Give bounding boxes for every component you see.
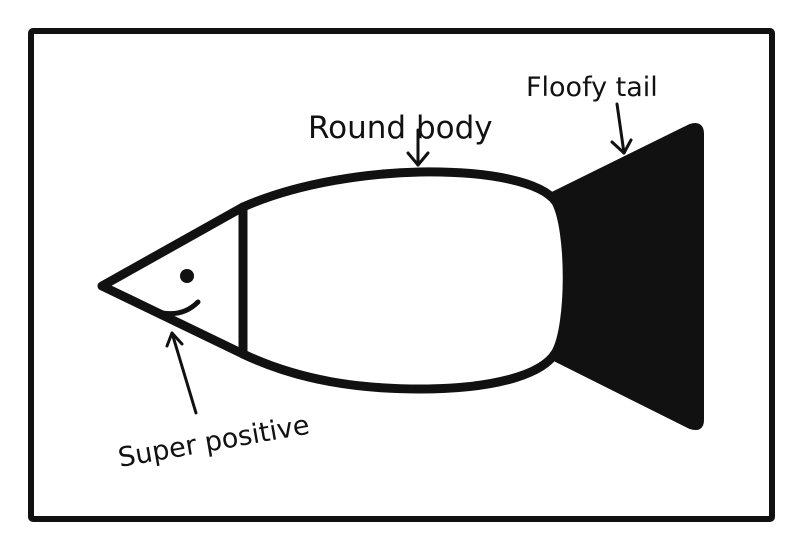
label-floofy-tail: Floofy tail <box>526 72 658 103</box>
label-round-body: Round body <box>308 110 493 146</box>
floofy-tail-arrow <box>610 102 633 155</box>
super-positive-arrow <box>165 331 198 415</box>
fish-body <box>238 167 572 394</box>
fish-tail <box>546 123 704 431</box>
fish-eye <box>180 269 194 283</box>
round-body-arrow <box>406 128 430 167</box>
fish-head <box>97 202 248 359</box>
fish-smile <box>155 299 201 317</box>
